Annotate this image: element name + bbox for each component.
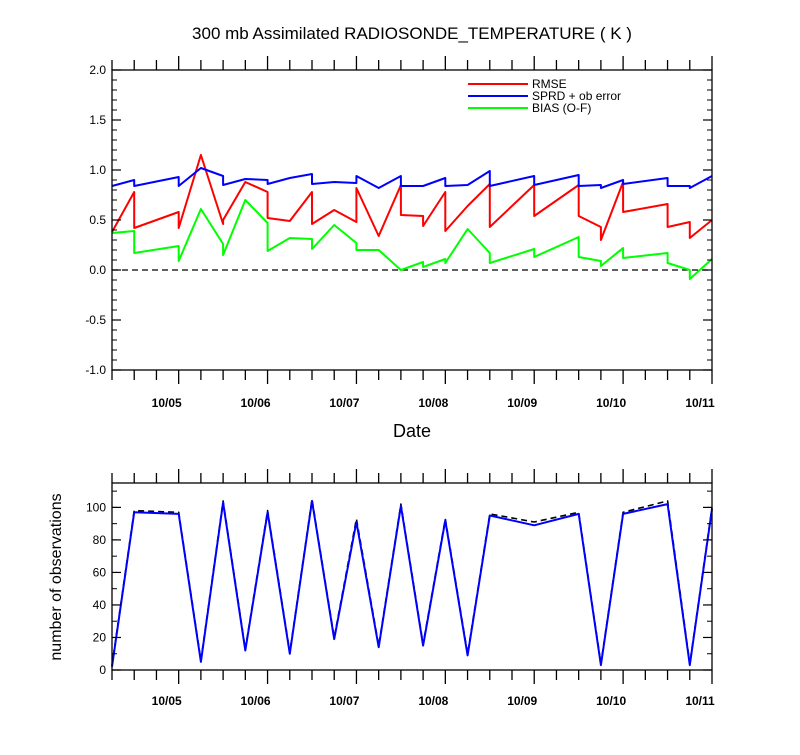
y-tick-label: 20 — [93, 630, 107, 644]
x-tick-label: 10/05 — [152, 694, 182, 708]
legend-label: RMSE — [532, 77, 567, 91]
legend-label: BIAS (O-F) — [532, 101, 591, 115]
series-line-sprd-ob-error — [111, 167, 713, 189]
x-tick-label: 10/09 — [507, 694, 537, 708]
series-line-used — [111, 499, 713, 667]
y-axis-label-observations: number of observations — [48, 493, 65, 660]
x-tick-label: 10/08 — [418, 396, 448, 410]
y-tick-label: -0.5 — [85, 313, 106, 327]
x-tick-label: 10/08 — [418, 694, 448, 708]
legend-label: SPRD + ob error — [532, 89, 621, 103]
x-tick-label: 10/07 — [329, 694, 359, 708]
y-tick-label: 60 — [93, 565, 107, 579]
series-line-rmse — [111, 154, 713, 241]
x-tick-label: 10/07 — [329, 396, 359, 410]
y-tick-label: 40 — [93, 598, 107, 612]
x-tick-label: 10/10 — [596, 396, 626, 410]
y-tick-label: 0.0 — [89, 263, 106, 277]
y-tick-label: 100 — [86, 500, 106, 514]
y-tick-label: 2.0 — [89, 63, 106, 77]
x-tick-label: 10/06 — [241, 396, 271, 410]
x-tick-label: 10/09 — [507, 396, 537, 410]
y-tick-label: 80 — [93, 533, 107, 547]
y-tick-label: -1.0 — [85, 363, 106, 377]
y-tick-label: 1.0 — [89, 163, 106, 177]
chart-title: 300 mb Assimilated RADIOSONDE_TEMPERATUR… — [192, 24, 632, 43]
temperature-plot-frame — [111, 69, 713, 371]
observations-plot-frame — [111, 482, 713, 671]
observations-panel: 100 80 60 40 20 0 10/05 10/06 10/07 10/08 10/09 10/… — [48, 469, 715, 708]
x-tick-label: 10/05 — [152, 396, 182, 410]
y-tick-label: 0 — [99, 663, 106, 677]
series-line-bias-o-f — [111, 199, 713, 280]
x-tick-label: 10/11 — [685, 694, 715, 708]
x-tick-label: 10/11 — [685, 396, 715, 410]
x-axis-label: Date — [393, 421, 431, 441]
x-tick-label: 10/06 — [241, 694, 271, 708]
x-tick-label: 10/10 — [596, 694, 626, 708]
y-tick-label: 0.5 — [89, 213, 106, 227]
temperature-panel: 2.0 1.5 1.0 0.5 0.0 -0.5 -1.0 10/05 10/06 10/07 10… — [85, 56, 715, 441]
y-tick-label: 1.5 — [89, 113, 106, 127]
